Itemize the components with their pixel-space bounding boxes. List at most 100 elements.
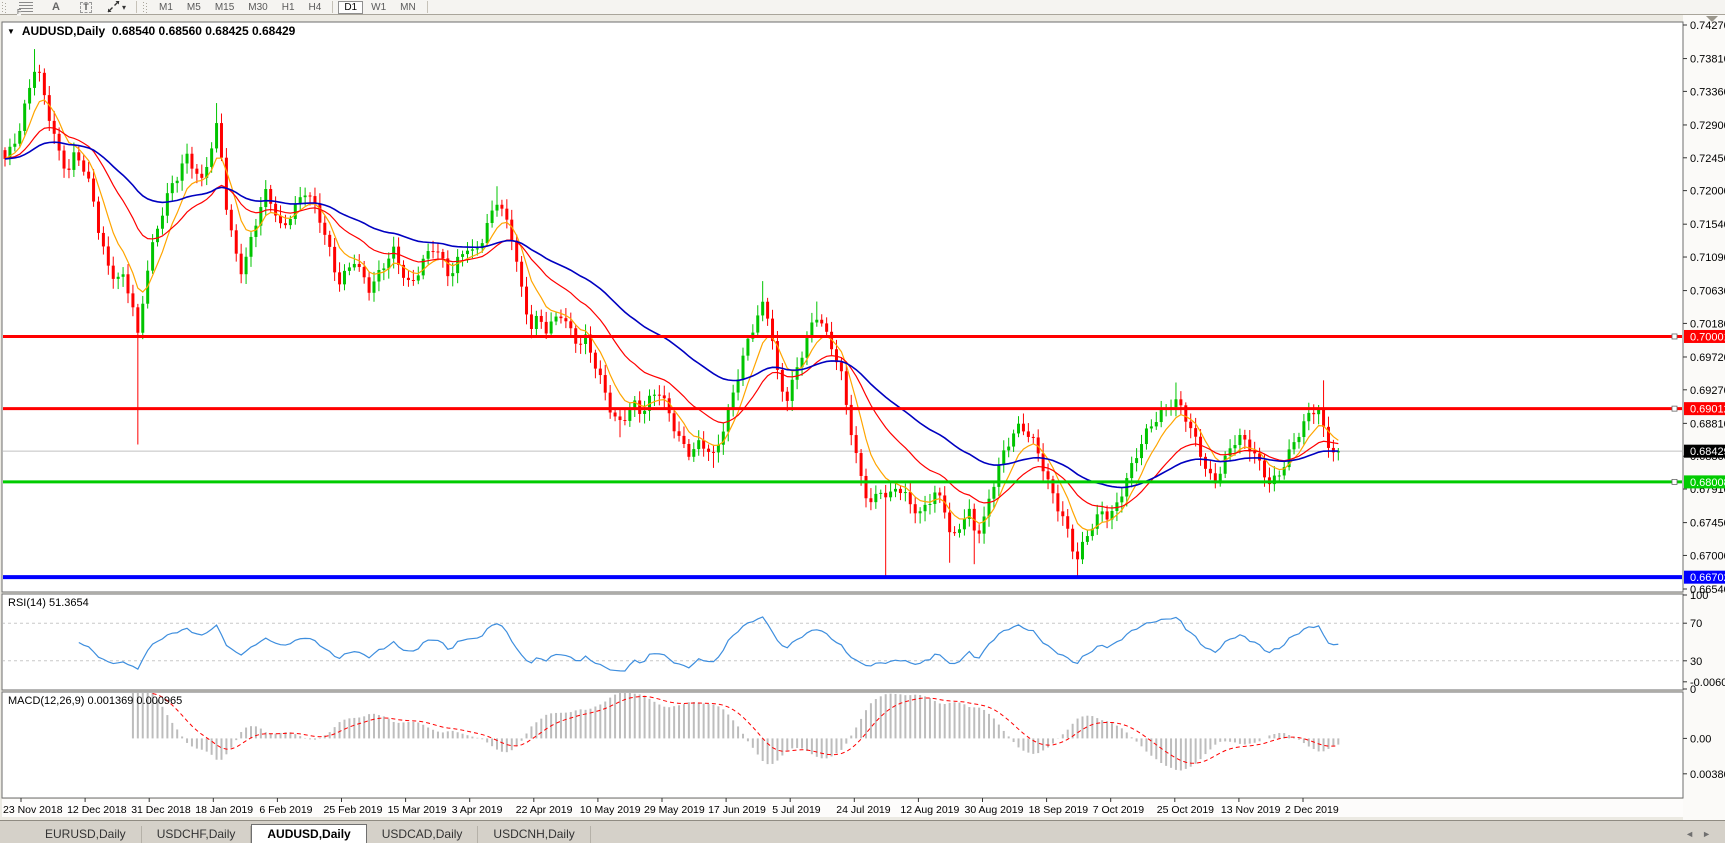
ma-slow-line xyxy=(4,141,1339,489)
timeframe-button-M5[interactable]: M5 xyxy=(186,1,201,13)
svg-text:0.70001: 0.70001 xyxy=(1690,331,1725,343)
chart-tab-USDCNH[interactable]: USDCNH,Daily xyxy=(478,826,591,843)
hline-handle xyxy=(1671,478,1678,485)
label-tool-button[interactable]: A xyxy=(47,1,65,14)
svg-text:5 Jul 2019: 5 Jul 2019 xyxy=(772,804,821,816)
svg-text:100: 100 xyxy=(1690,590,1708,602)
chart-tab-AUDUSD[interactable]: AUDUSD,Daily xyxy=(251,824,367,843)
svg-text:30: 30 xyxy=(1690,656,1702,668)
fibonacci-tool-button[interactable]: F xyxy=(17,1,35,16)
svg-text:0.69012: 0.69012 xyxy=(1690,404,1725,416)
svg-text:12 Dec 2018: 12 Dec 2018 xyxy=(67,804,127,816)
toolbar-grip[interactable] xyxy=(143,1,149,13)
chart-tabs: EURUSD,Daily USDCHF,Daily AUDUSD,Daily USDC… xyxy=(30,822,591,843)
price-badge-0.70001: 0.70001 xyxy=(1684,329,1725,343)
svg-text:15 Mar 2019: 15 Mar 2019 xyxy=(388,804,447,816)
timeframe-button-MN[interactable]: MN xyxy=(400,1,416,13)
svg-text:17 Jun 2019: 17 Jun 2019 xyxy=(708,804,766,816)
chart-tab-EURUSD[interactable]: EURUSD,Daily xyxy=(30,826,142,843)
expand-triangle-icon[interactable]: ▼ xyxy=(7,27,15,36)
date-axis: 23 Nov 2018 12 Dec 2018 31 Dec 2018 18 Jan … xyxy=(3,798,1339,816)
svg-text:25 Feb 2019: 25 Feb 2019 xyxy=(324,804,383,816)
top-toolbar: F A T ▾ M1 M5 M15 M30 H1 H4 D1 W1 MN xyxy=(0,0,1725,16)
svg-text:-0.00608: -0.00608 xyxy=(1690,677,1725,689)
timeframe-button-M30[interactable]: M30 xyxy=(248,1,268,13)
toolbar-grip[interactable] xyxy=(2,1,7,13)
arrows-tool-button[interactable]: ▾ xyxy=(107,1,126,14)
chart-title: ▼ AUDUSD,Daily 0.68540 0.68560 0.68425 0… xyxy=(7,24,295,38)
chevron-down-icon: ▾ xyxy=(122,2,127,12)
toolbar-separator xyxy=(136,1,138,13)
svg-text:0.68429: 0.68429 xyxy=(1690,446,1725,458)
chart-tab-USDCHF[interactable]: USDCHF,Daily xyxy=(142,826,252,843)
svg-text:0.68008: 0.68008 xyxy=(1690,477,1725,489)
svg-text:10 May 2019: 10 May 2019 xyxy=(580,804,641,816)
timeframe-button-group: M1 M5 M15 M30 H1 H4 D1 W1 MN xyxy=(152,0,423,14)
text-t-icon: T xyxy=(80,1,92,13)
text-tool-button[interactable]: T xyxy=(77,1,95,14)
svg-text:0: 0 xyxy=(1690,684,1696,696)
svg-text:30 Aug 2019: 30 Aug 2019 xyxy=(965,804,1024,816)
svg-text:18 Sep 2019: 18 Sep 2019 xyxy=(1029,804,1089,816)
chart-shift-marker-icon xyxy=(1706,16,1718,22)
arrows-icon xyxy=(107,1,120,13)
chart-ohlc-values: 0.68540 0.68560 0.68425 0.68429 xyxy=(111,24,296,38)
svg-text:23 Nov 2018: 23 Nov 2018 xyxy=(3,804,63,816)
svg-text:13 Nov 2019: 13 Nov 2019 xyxy=(1221,804,1281,816)
svg-text:0.00: 0.00 xyxy=(1690,733,1711,745)
svg-text:12 Aug 2019: 12 Aug 2019 xyxy=(900,804,959,816)
timeframe-button-M15[interactable]: M15 xyxy=(214,1,235,13)
macd-panel xyxy=(131,693,1340,771)
timeframe-button-W1[interactable]: W1 xyxy=(371,1,387,13)
svg-text:29 May 2019: 29 May 2019 xyxy=(644,804,705,816)
svg-text:0.66540: 0.66540 xyxy=(1690,584,1725,596)
svg-text:6 Feb 2019: 6 Feb 2019 xyxy=(259,804,312,816)
hline-handle xyxy=(1671,405,1678,412)
rsi-panel xyxy=(3,616,1682,672)
timeframe-button-H4[interactable]: H4 xyxy=(308,1,322,13)
scroll-left-icon: ◄ xyxy=(1685,829,1703,839)
tab-scroll-arrows[interactable]: ◄► xyxy=(1685,829,1719,839)
toolbar-separator xyxy=(426,1,428,13)
timeframe-button-D1[interactable]: D1 xyxy=(338,0,364,14)
rsi-line xyxy=(78,616,1339,672)
main-price-panel xyxy=(3,49,1682,580)
chart-tab-USDCAD[interactable]: USDCAD,Daily xyxy=(367,826,479,843)
chart-symbol-period: AUDUSD,Daily xyxy=(21,24,106,38)
fibonacci-icon: F xyxy=(17,1,33,16)
panel-border xyxy=(1,691,1684,799)
chart-tab-bar: EURUSD,Daily USDCHF,Daily AUDUSD,Daily USDC… xyxy=(0,820,1725,843)
ma-fast-line xyxy=(4,99,1339,531)
panel-border xyxy=(1,593,1684,691)
scroll-right-icon: ► xyxy=(1702,829,1719,839)
timeframe-button-H1[interactable]: H1 xyxy=(281,1,295,13)
label-a-icon: A xyxy=(52,1,60,13)
svg-text:2 Dec 2019: 2 Dec 2019 xyxy=(1285,804,1339,816)
svg-text:3 Apr 2019: 3 Apr 2019 xyxy=(452,804,503,816)
svg-text:18 Jan 2019: 18 Jan 2019 xyxy=(195,804,253,816)
svg-text:0.003804: 0.003804 xyxy=(1690,769,1725,781)
price-badge-0.68429: 0.68429 xyxy=(1684,444,1725,458)
svg-text:24 Jul 2019: 24 Jul 2019 xyxy=(836,804,890,816)
svg-text:25 Oct 2019: 25 Oct 2019 xyxy=(1157,804,1214,816)
timeframe-button-M1[interactable]: M1 xyxy=(159,1,173,13)
svg-text:70: 70 xyxy=(1690,618,1702,630)
